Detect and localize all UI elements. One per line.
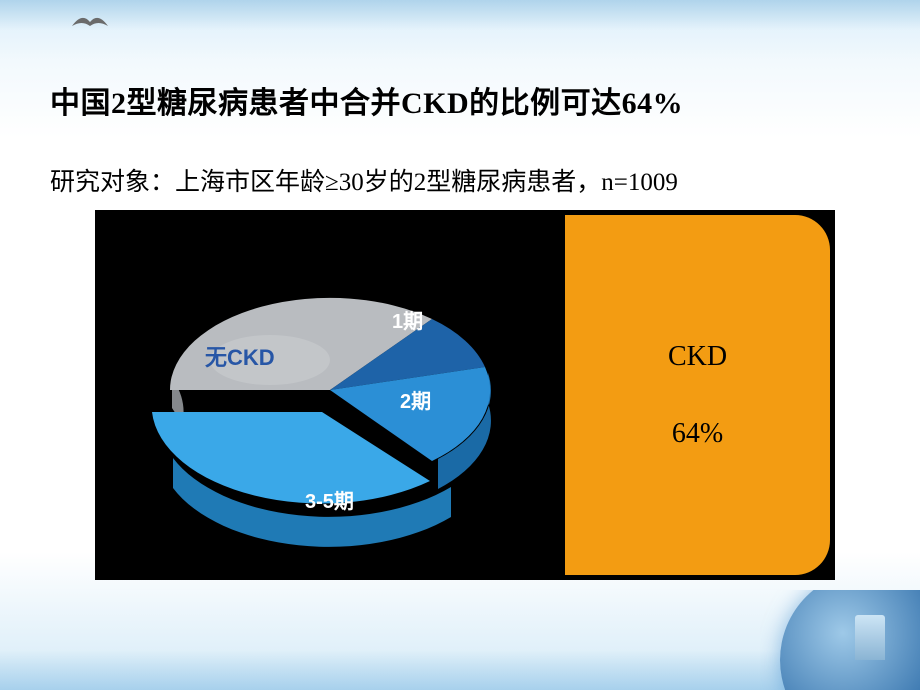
seagull-icon	[70, 8, 110, 38]
callout-label: CKD	[668, 341, 727, 373]
pie-chart: 无CKD 1期 2期 3-5期	[95, 210, 565, 580]
top-banner	[0, 0, 920, 60]
chart-container: 无CKD 1期 2期 3-5期 CKD 64%	[95, 210, 835, 580]
globe-icon	[780, 590, 920, 690]
slice-label-no-ckd: 无CKD	[205, 340, 275, 372]
callout-value: 64%	[672, 418, 723, 450]
slice-label-stage2: 2期	[400, 385, 431, 414]
slice-label-stage35: 3-5期	[305, 485, 354, 514]
ckd-callout: CKD 64%	[565, 215, 830, 575]
page-subtitle: 研究对象：上海市区年龄≥30岁的2型糖尿病患者，n=1009	[50, 162, 678, 198]
slice-label-stage1: 1期	[392, 305, 423, 334]
page-title: 中国2型糖尿病患者中合并CKD的比例可达64%	[50, 78, 683, 122]
globe-decoration	[760, 590, 920, 690]
building-icon	[855, 615, 885, 660]
